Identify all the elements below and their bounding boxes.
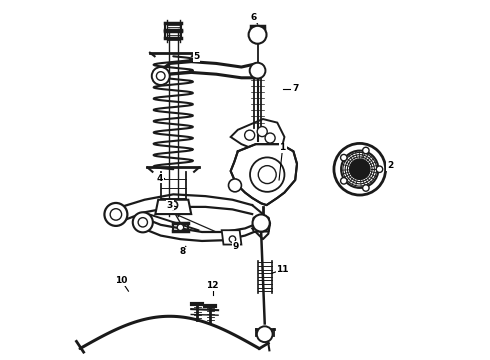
Polygon shape bbox=[155, 200, 191, 214]
Text: 3: 3 bbox=[167, 201, 173, 210]
Text: 7: 7 bbox=[292, 84, 298, 93]
Circle shape bbox=[252, 215, 270, 231]
Circle shape bbox=[169, 201, 177, 210]
Circle shape bbox=[245, 130, 255, 140]
Circle shape bbox=[341, 150, 378, 188]
Circle shape bbox=[363, 185, 369, 191]
Circle shape bbox=[152, 67, 170, 85]
Circle shape bbox=[250, 157, 285, 192]
Circle shape bbox=[257, 127, 267, 136]
Circle shape bbox=[341, 154, 347, 161]
Polygon shape bbox=[231, 144, 297, 205]
Text: 9: 9 bbox=[233, 242, 239, 251]
Circle shape bbox=[334, 143, 386, 195]
Circle shape bbox=[133, 212, 153, 232]
Circle shape bbox=[104, 203, 127, 226]
Text: 10: 10 bbox=[115, 276, 127, 285]
Circle shape bbox=[110, 209, 122, 220]
Text: 5: 5 bbox=[194, 52, 200, 61]
Text: 2: 2 bbox=[387, 161, 393, 170]
Text: 8: 8 bbox=[179, 247, 185, 256]
Circle shape bbox=[250, 63, 266, 78]
Circle shape bbox=[177, 224, 184, 230]
Circle shape bbox=[138, 218, 147, 227]
Circle shape bbox=[258, 166, 276, 184]
Text: 11: 11 bbox=[276, 265, 289, 274]
Circle shape bbox=[350, 159, 370, 179]
Circle shape bbox=[341, 177, 347, 184]
Text: 4: 4 bbox=[156, 174, 163, 183]
Text: 1: 1 bbox=[279, 143, 286, 152]
Text: 12: 12 bbox=[206, 281, 219, 290]
Circle shape bbox=[229, 236, 236, 242]
FancyBboxPatch shape bbox=[253, 217, 269, 231]
Polygon shape bbox=[221, 230, 242, 244]
Circle shape bbox=[257, 326, 272, 342]
Circle shape bbox=[228, 179, 242, 192]
Circle shape bbox=[363, 147, 369, 154]
Text: 6: 6 bbox=[251, 13, 257, 22]
Circle shape bbox=[265, 133, 275, 143]
Circle shape bbox=[376, 166, 383, 172]
Circle shape bbox=[256, 219, 270, 231]
Polygon shape bbox=[231, 119, 285, 155]
Circle shape bbox=[248, 26, 267, 44]
Circle shape bbox=[156, 72, 165, 80]
